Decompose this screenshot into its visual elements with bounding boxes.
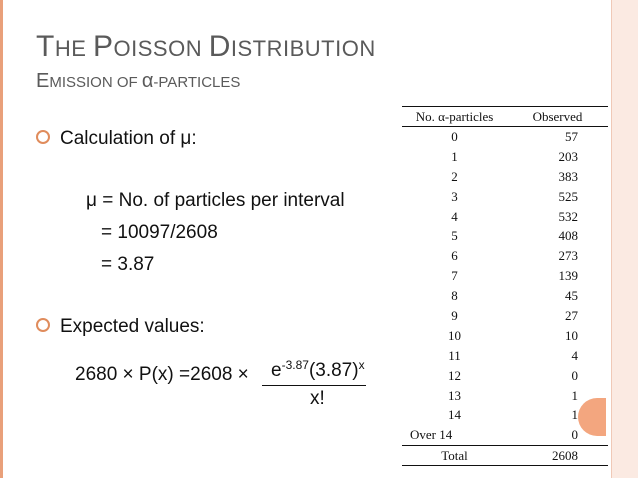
table-row: 6 273 bbox=[402, 246, 608, 266]
table-row: 9 27 bbox=[402, 306, 608, 326]
calc-line-3: = 3.87 bbox=[101, 254, 155, 275]
cell-observed: 0 bbox=[571, 367, 579, 383]
formula-numerator: e-3.87(3.87)x bbox=[271, 358, 365, 381]
table-row: 10 10 bbox=[402, 326, 608, 346]
cell-particles: 10 bbox=[448, 327, 461, 343]
table-row: 8 45 bbox=[402, 286, 608, 306]
table-row: 11 4 bbox=[402, 346, 608, 366]
cell-observed: 383 bbox=[558, 168, 579, 184]
cell-observed: 10 bbox=[565, 327, 578, 343]
cell-particles: 2 bbox=[451, 168, 458, 184]
cell-particles: 0 bbox=[451, 129, 458, 144]
cell-observed: 57 bbox=[565, 129, 578, 144]
bullet-expected: Expected values: bbox=[36, 316, 205, 338]
slide-title: THE POISSON DISTRIBUTION bbox=[36, 30, 376, 63]
cell-observed: 1 bbox=[571, 387, 579, 403]
calc-line-1: μ = No. of particles per interval bbox=[86, 190, 345, 211]
cell-observed: 27 bbox=[565, 308, 578, 324]
fraction-bar bbox=[262, 385, 366, 386]
cell-observed: 273 bbox=[558, 248, 579, 264]
cell-particles: Over 14 bbox=[410, 427, 453, 443]
slide-subtitle: EMISSION OF α-PARTICLES bbox=[36, 70, 241, 92]
table-body: 0 57 1 203 2 383 3 525 4 532 5 408 6 273 7 139 8 45 9 27 10 1… bbox=[402, 127, 608, 445]
table-row: 0 57 bbox=[402, 127, 608, 147]
bullet-circle-icon bbox=[36, 129, 50, 144]
cell-observed: 532 bbox=[558, 208, 579, 224]
cell-particles: 7 bbox=[451, 268, 458, 284]
table-row: 13 1 bbox=[402, 386, 608, 406]
table-row: Over 14 0 bbox=[402, 425, 608, 445]
table-row: 7 139 bbox=[402, 266, 608, 286]
left-accent-bar bbox=[0, 0, 3, 478]
cell-observed: 408 bbox=[558, 228, 579, 244]
bullet-calculation: Calculation of μ: bbox=[36, 128, 197, 150]
cell-particles: 4 bbox=[451, 208, 458, 224]
cell-observed: 525 bbox=[558, 188, 579, 204]
cell-particles: 1 bbox=[451, 148, 458, 164]
cell-observed: 139 bbox=[558, 268, 579, 284]
formula-lhs: 2680 × P(x) =2608 × bbox=[75, 364, 249, 385]
table-row: 14 1 bbox=[402, 405, 608, 425]
cell-particles: 5 bbox=[451, 228, 458, 244]
cell-particles: 8 bbox=[451, 288, 458, 304]
bullet-circle-icon bbox=[36, 317, 50, 332]
cell-observed: 1 bbox=[571, 407, 579, 423]
cell-observed: 203 bbox=[558, 148, 579, 164]
total-label: Total bbox=[441, 448, 468, 464]
table-row: 12 0 bbox=[402, 366, 608, 386]
decorative-circle bbox=[578, 398, 606, 436]
header-observed: Observed bbox=[532, 109, 583, 124]
table-row: 5 408 bbox=[402, 226, 608, 246]
cell-particles: 9 bbox=[451, 308, 458, 324]
cell-particles: 11 bbox=[448, 347, 461, 363]
cell-particles: 6 bbox=[451, 248, 458, 264]
total-value: 2608 bbox=[552, 448, 578, 464]
cell-particles: 14 bbox=[448, 407, 461, 423]
table-row: 4 532 bbox=[402, 207, 608, 227]
cell-particles: 12 bbox=[448, 367, 461, 383]
table-row: 2 383 bbox=[402, 167, 608, 187]
table-footer: Total 2608 bbox=[402, 445, 608, 467]
calc-line-2: = 10097/2608 bbox=[101, 222, 218, 243]
data-table: No. α-particles Observed 0 57 1 203 2 383 3 525… bbox=[402, 106, 608, 467]
header-particles: No. α-particles bbox=[415, 109, 494, 124]
cell-particles: 13 bbox=[448, 387, 461, 403]
cell-observed: 0 bbox=[571, 427, 579, 443]
table-header: No. α-particles Observed bbox=[402, 106, 608, 127]
table-row: 1 203 bbox=[402, 147, 608, 167]
cell-particles: 3 bbox=[451, 188, 458, 204]
cell-observed: 4 bbox=[571, 347, 579, 363]
formula-denominator: x! bbox=[310, 388, 325, 409]
table-row: 3 525 bbox=[402, 187, 608, 207]
cell-observed: 45 bbox=[565, 288, 578, 304]
right-decorative-panel bbox=[611, 0, 638, 478]
